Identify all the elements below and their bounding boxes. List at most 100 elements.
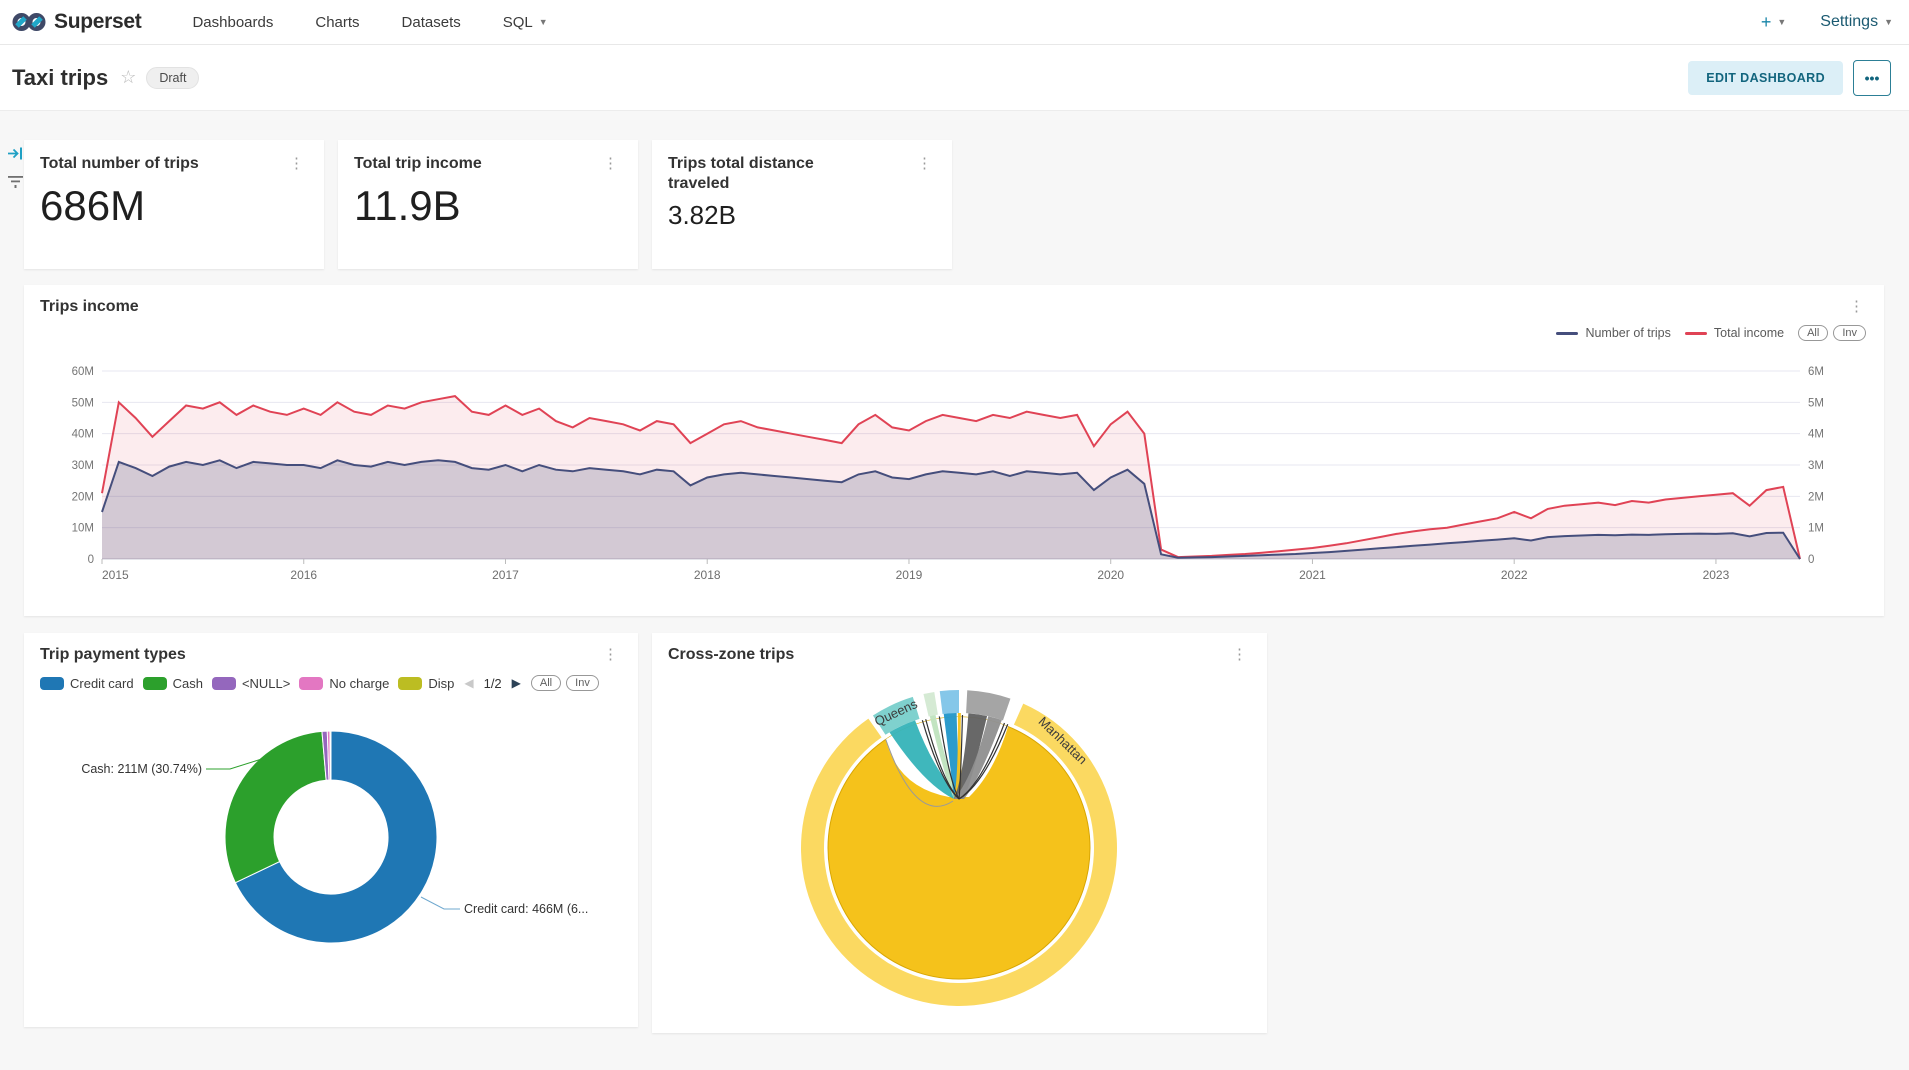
kpi-value: 686M (40, 182, 146, 229)
legend-swatch (211, 676, 236, 690)
legend-item-total-income[interactable]: Total income (1684, 326, 1784, 340)
expand-filter-bar-icon[interactable] (7, 145, 24, 162)
credit-callout-label: Credit card: 466M (6... (464, 902, 588, 916)
total-income-area (102, 396, 1800, 559)
kpi-card-total-trips: Total number of trips ⋮ 686M (24, 140, 324, 269)
legend-item-null[interactable]: <NULL> (211, 676, 290, 691)
chord-ribbon-5 (954, 716, 1002, 799)
x-axis-label: 2015 (102, 568, 129, 582)
kebab-menu-icon[interactable]: ⋮ (289, 155, 304, 172)
legend-prev-page-icon[interactable]: ◀ (464, 676, 474, 690)
cash-callout-label: Cash: 211M (30.74%) (81, 762, 202, 776)
y-axis-left-label: 30M (72, 460, 94, 472)
page-title: Taxi trips (12, 64, 109, 90)
kpi-value: 3.82B (668, 200, 736, 230)
total-income-line (101, 395, 1801, 560)
legend-page-indicator: 1/2 (483, 675, 502, 691)
x-axis-label: 2021 (1299, 568, 1326, 582)
chart-title: Cross-zone trips (668, 646, 795, 663)
filter-icon[interactable] (7, 173, 24, 190)
legend-line-swatch (1556, 331, 1579, 335)
cross-zone-card: Cross-zone trips ⋮ Queens Manhattan (652, 633, 1267, 1033)
y-axis-left-label: 0 (88, 554, 94, 566)
x-axis-label: 2020 (1097, 568, 1124, 582)
kebab-menu-icon[interactable]: ⋮ (603, 155, 618, 172)
legend-swatch (40, 676, 64, 690)
legend-next-page-icon[interactable]: ▶ (511, 676, 521, 690)
number-of-trips-line (101, 459, 1801, 560)
kpi-title: Total number of trips (40, 155, 199, 172)
legend-item-no-charge[interactable]: No charge (299, 676, 389, 691)
y-axis-left-label: 10M (72, 523, 94, 535)
y-axis-right-label: 2M (1808, 491, 1824, 503)
zone-arc-minor[interactable] (923, 691, 938, 717)
y-axis-left-label: 50M (72, 397, 94, 409)
nav-item-sql[interactable]: SQL ▼ (502, 13, 548, 31)
legend-inv-pill[interactable]: Inv (566, 675, 599, 691)
zone-arc-minor[interactable] (966, 690, 1011, 721)
kebab-menu-icon[interactable]: ⋮ (1232, 646, 1247, 663)
nav-menu: Dashboards Charts Datasets SQL ▼ (171, 14, 568, 31)
payment-types-legend: Credit card Cash <NULL> No charge Disp ◀… (40, 675, 622, 691)
donut-slice-disp[interactable] (329, 730, 332, 781)
chevron-down-icon: ▼ (538, 17, 548, 27)
legend-swatch (142, 676, 167, 690)
chevron-down-icon: ▼ (1884, 17, 1893, 27)
payment-types-card: Trip payment types ⋮ Credit card Cash <N… (24, 633, 638, 1027)
x-axis-label: 2018 (694, 568, 721, 582)
dashboard-more-button[interactable]: ••• (1853, 59, 1891, 96)
plus-icon: + (1760, 11, 1772, 32)
superset-logo[interactable]: Superset (12, 10, 142, 34)
x-axis-label: 2019 (896, 568, 923, 582)
y-axis-right-label: 4M (1808, 429, 1824, 441)
legend-line-swatch (1684, 331, 1707, 335)
nav-item-charts[interactable]: Charts (315, 13, 360, 31)
zone-arc-queens[interactable] (872, 696, 920, 735)
edit-dashboard-button[interactable]: EDIT DASHBOARD (1688, 60, 1843, 95)
legend-swatch (299, 676, 324, 690)
chord-line (938, 716, 960, 800)
chord-ribbon-1 (929, 715, 964, 799)
legend-item-cash[interactable]: Cash (142, 676, 203, 691)
settings-menu[interactable]: Settings ▼ (1820, 13, 1893, 30)
donut-slice-creditcard[interactable] (234, 730, 438, 944)
legend-item-dispute[interactable]: Disp (398, 676, 454, 691)
legend-all-pill[interactable]: All (1798, 325, 1829, 341)
status-badge: Draft (146, 66, 200, 89)
chevron-down-icon: ▼ (1777, 17, 1787, 27)
kebab-menu-icon[interactable]: ⋮ (603, 646, 618, 663)
kpi-card-total-distance: Trips total distance traveled ⋮ 3.82B (652, 140, 952, 269)
x-axis-label: 2023 (1703, 568, 1730, 582)
x-axis-label: 2022 (1501, 568, 1528, 582)
kebab-menu-icon[interactable]: ⋮ (917, 155, 932, 172)
chord-line (925, 719, 960, 800)
legend-all-pill[interactable]: All (530, 675, 562, 691)
legend-item-credit-card[interactable]: Credit card (40, 676, 134, 691)
donut-slice-cash[interactable] (224, 730, 327, 884)
nav-item-datasets[interactable]: Datasets (401, 13, 461, 31)
dashboard-header: Taxi trips ☆ Draft EDIT DASHBOARD ••• (0, 45, 1909, 111)
legend-item-number-of-trips[interactable]: Number of trips (1556, 326, 1671, 340)
trips-income-chart[interactable]: 0 0 10M 1M 20M 2M 30M 3M 40M 4M 50M 5M 60M 6M 2015 2016… (40, 345, 1868, 617)
legend-inv-pill[interactable]: Inv (1833, 325, 1866, 341)
kebab-menu-icon[interactable]: ⋮ (1849, 298, 1864, 315)
y-axis-left-label: 60M (72, 366, 94, 378)
number-of-trips-area (102, 460, 1800, 559)
nav-item-dashboards[interactable]: Dashboards (192, 13, 274, 31)
chord-line (958, 724, 1009, 800)
chord-line (958, 715, 964, 800)
new-item-button[interactable]: + ▼ (1761, 12, 1786, 33)
y-axis-right-label: 5M (1808, 397, 1824, 409)
cash-callout-line (206, 756, 269, 770)
favorite-star-icon[interactable]: ☆ (120, 67, 137, 87)
kpi-title: Total trip income (354, 155, 482, 172)
chart-title: Trip payment types (40, 646, 186, 663)
y-axis-left-label: 40M (72, 429, 94, 441)
x-axis-label: 2017 (492, 568, 519, 582)
y-axis-right-label: 3M (1808, 460, 1824, 472)
top-navbar: Superset Dashboards Charts Datasets SQL ▼… (0, 0, 1909, 45)
chord-line-faint (885, 739, 954, 807)
zone-arc-minor[interactable] (939, 690, 959, 715)
payment-types-donut-chart[interactable]: Cash: 211M (30.74%) Credit card: 466M (6.… (40, 697, 622, 997)
